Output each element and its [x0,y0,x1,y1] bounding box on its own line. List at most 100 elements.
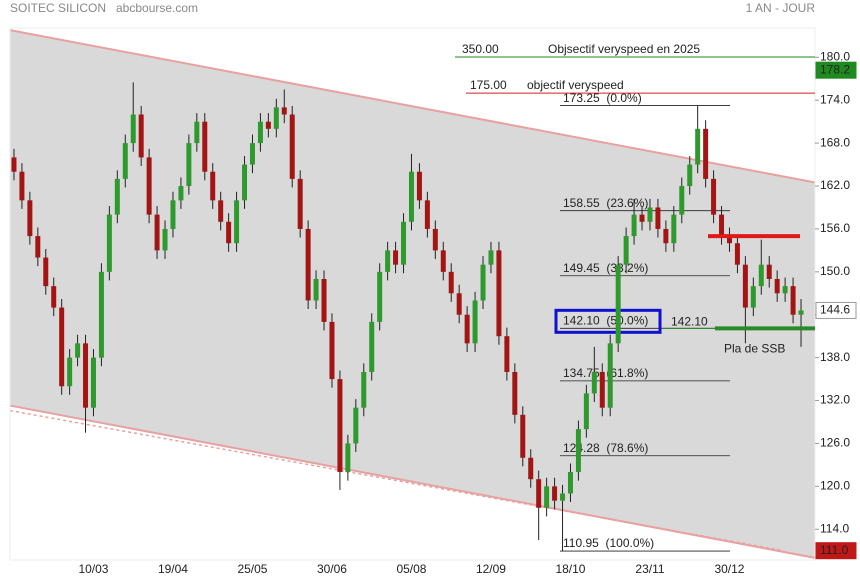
candle-body [114,178,120,215]
candle-body [528,457,534,480]
candle-body [242,164,248,201]
candle-body [520,414,526,458]
candle-body [552,486,558,501]
candle-body [265,121,271,129]
candle-body [472,300,478,344]
y-tick-label: 168.0 [820,135,850,149]
support-text: Pla de SSB [724,341,785,355]
candle-body [138,114,144,158]
price-badge-label: 144.6 [820,303,850,317]
candle-body [51,286,57,308]
y-tick-label: 150.0 [820,264,850,278]
candle-body [361,371,367,408]
candle-body [782,286,788,294]
candle-body [281,107,287,115]
candle-body [226,221,232,244]
fib-label: 110.95 (100.0%) [563,536,654,550]
candle-body [599,371,605,408]
candle-body [377,271,383,322]
channel-lower-dashed [9,409,781,551]
candle-body [273,107,279,129]
candle-body [11,157,17,172]
candle-body [321,278,327,322]
candle-body [170,200,176,229]
candle-body [98,271,104,358]
candle-body [734,243,740,265]
candle-body [234,200,240,244]
x-tick-label: 25/05 [237,562,267,576]
candle-body [615,264,621,344]
candle-body [504,336,510,372]
x-tick-label: 30/06 [317,562,347,576]
candle-body [536,479,542,508]
y-tick-label: 120.0 [820,479,850,493]
candle-body [35,236,41,258]
candle-body [671,214,677,244]
candle-body [106,214,112,272]
candle-body [663,228,669,244]
fib-label: 134.75 (61.8%) [563,366,648,380]
candle-body [496,250,502,337]
price-badge [815,542,857,560]
source: abcbourse.com [116,1,198,15]
y-tick-label: 138.0 [820,350,850,364]
candle-body [297,178,303,229]
candle-body [575,429,581,473]
candle-body [774,278,780,294]
candle-body [560,493,566,501]
candle-body [178,186,184,201]
support-label: 142.10 [671,314,708,328]
candle-body [631,214,637,237]
candle-body [194,121,200,144]
y-tick-label: 174.0 [820,92,850,106]
objective-value: 350.00 [462,42,499,56]
candle-body [337,379,343,473]
candle-body [512,371,518,415]
candle-body [369,321,375,372]
candle-body [790,286,796,315]
candle-body [401,221,407,265]
objective-text: objectif veryspeed [527,78,624,92]
price-badge-label: 111.0 [820,543,849,557]
candle-body [416,171,422,201]
candle-body [711,178,717,215]
candle-body [758,264,764,287]
candle-body [59,307,65,387]
candle-body [162,228,168,251]
candle-body [464,314,470,344]
candle-body [257,121,263,144]
y-tick-label: 156.0 [820,221,850,235]
fib-highlight-box [554,308,662,334]
chart-title: SOITEC SILICON [10,1,106,15]
candle-body [544,486,550,508]
candle-body [43,257,49,287]
candle-body [623,236,629,265]
x-tick-label: 12/09 [476,562,506,576]
fib-label: 142.10 (50.0%) [563,313,648,327]
candle-body [607,343,613,408]
candle-body [798,310,804,315]
candle-body [695,128,701,165]
candle-body [289,114,295,179]
candle-body [313,278,319,301]
candle-body [480,264,486,301]
candle-body [329,321,335,380]
candle-body [90,357,96,408]
candle-body [567,472,573,494]
price-badge [815,301,857,319]
period: 1 AN - JOUR [746,1,816,15]
candle-body [210,171,216,201]
candle-body [408,171,414,222]
channel-lower [9,404,816,559]
candle-body [766,264,772,279]
x-tick-label: 05/08 [396,562,426,576]
candle-body [218,200,224,222]
fib-label: 149.45 (38.2%) [563,261,648,275]
candle-body [583,393,589,430]
y-tick-label: 126.0 [820,436,850,450]
y-tick-label: 162.0 [820,178,850,192]
candle-body [345,443,351,473]
candle-body [703,128,709,179]
